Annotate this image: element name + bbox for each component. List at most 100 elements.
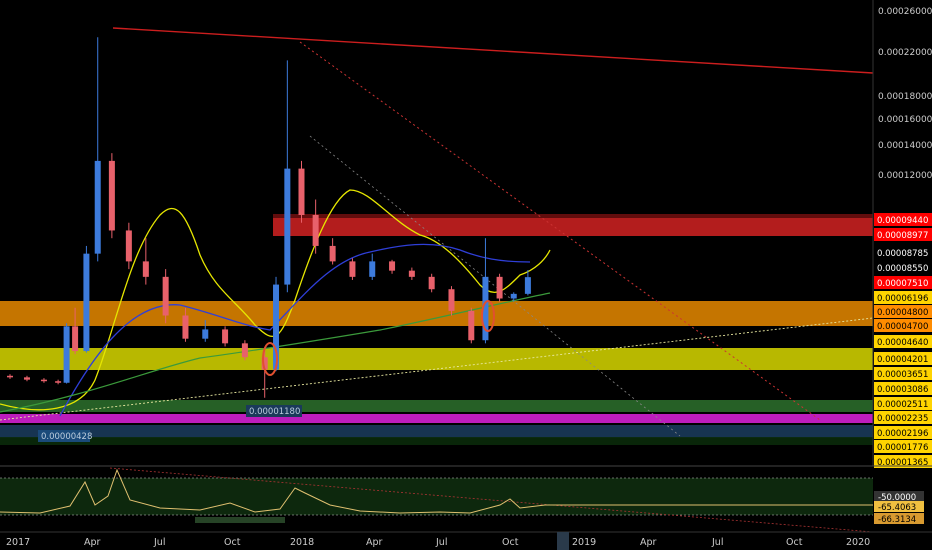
annotation-start: 0.00000428 (41, 432, 92, 442)
annotation-low: 0.00001180 (249, 407, 300, 417)
candle-body (496, 276, 503, 299)
candle-body (7, 375, 13, 378)
price-label-badge (874, 213, 932, 226)
candle-body (284, 168, 291, 285)
candle-body (72, 326, 79, 352)
x-tick-label: Jul (435, 537, 447, 548)
candle-body (23, 377, 30, 380)
oscillator-line (0, 468, 873, 514)
price-label-badge (874, 426, 932, 439)
price-label-badge (874, 440, 932, 453)
price-label: 0.00001776 (877, 443, 928, 453)
candle-body (468, 310, 475, 341)
price-label: 0.00009440 (877, 216, 928, 226)
x-tick-label: 2019 (572, 537, 596, 548)
highlight-ellipse-2 (481, 300, 495, 332)
price-label-badge (874, 411, 932, 424)
highlight-markers (262, 300, 495, 376)
oscillator-bar (195, 517, 285, 523)
x-tick-label: Oct (502, 537, 519, 548)
price-label: 0.00002235 (877, 414, 928, 424)
oscillator-label-badge (874, 501, 924, 512)
zone-dark-green (0, 437, 873, 445)
candle-body (298, 168, 305, 215)
trend-line-top (112, 27, 874, 74)
price-labels: 0.00009440 0.00008977 0.00008785 0.00008550… (874, 213, 932, 468)
candle-body (349, 261, 356, 277)
y-tick-label: 0.00026000 (878, 7, 932, 17)
price-label-badge (874, 335, 932, 348)
price-label: 0.00002511 (877, 400, 928, 410)
annotations: 0.00001180 0.00000428 (38, 405, 302, 442)
candle-body (524, 277, 531, 294)
price-label: 0.00003086 (877, 385, 928, 395)
x-tick-label: 2017 (6, 537, 30, 548)
y-axis: 0.00026000 0.00022000 0.00018000 0.00016… (872, 0, 932, 466)
oscillator-band (0, 478, 873, 515)
candle-body (448, 289, 455, 311)
candle-body (408, 270, 415, 277)
x-tick-label: 2020 (846, 537, 870, 548)
candle-body (108, 160, 115, 231)
x-tick-label: Apr (84, 537, 101, 548)
y-tick-label: 0.00018000 (878, 92, 932, 102)
price-label: 0.00006196 (877, 294, 928, 304)
x-tick-label: 2018 (290, 537, 314, 548)
x-tick-label: Apr (640, 537, 657, 548)
price-label: 0.00001365 (877, 458, 928, 468)
price-label: 0.00007510 (877, 279, 928, 289)
zones (0, 214, 873, 445)
ema-mid-line (59, 243, 531, 417)
price-label-badge (874, 367, 932, 380)
price-label-badge (874, 352, 932, 365)
zone-yellow (0, 348, 873, 370)
candle-body (261, 357, 268, 370)
moving-averages (0, 189, 551, 417)
price-label-badge (874, 261, 932, 274)
candle-body (94, 160, 101, 254)
x-tick-label: Oct (224, 537, 241, 548)
price-label: 0.00004201 (877, 355, 928, 365)
oscillator-pane (0, 467, 874, 533)
zone-green (0, 400, 873, 412)
candle-body (40, 379, 47, 382)
x-tick-label: Oct (786, 537, 803, 548)
oscillator-label: -50.0000 (878, 493, 916, 503)
oscillator-label-badge (874, 513, 924, 524)
price-label: 0.00008785 (877, 249, 928, 259)
price-label-badge (874, 455, 932, 468)
annotation-low-bg (246, 405, 302, 417)
x-tick-label: Apr (366, 537, 383, 548)
candle-body (241, 343, 248, 358)
annotation-start-bg (38, 430, 90, 442)
highlight-ellipse-1 (262, 342, 278, 376)
x-tick-label: Jul (711, 537, 723, 548)
candle-body (222, 329, 229, 344)
x-axis-current-marker (557, 532, 569, 550)
candle-body (510, 293, 517, 299)
y-tick-label: 0.00022000 (878, 48, 932, 58)
price-label-badge (874, 397, 932, 410)
y-tick-label: 0.00014000 (878, 141, 932, 151)
candle-body (142, 261, 149, 277)
zone-orange (0, 301, 873, 326)
price-label: 0.00008977 (877, 231, 928, 241)
price-label: 0.00004700 (877, 322, 928, 332)
price-label-badge (874, 291, 932, 304)
price-label-badge (874, 319, 932, 332)
price-label: 0.00004800 (877, 308, 928, 318)
oscillator-label: -65.4063 (878, 503, 916, 513)
candle-body (312, 215, 319, 246)
candle-body (428, 276, 435, 290)
candles (7, 37, 531, 398)
zone-teal (0, 425, 873, 438)
trend-line-support (0, 317, 874, 421)
trend-line-lower (309, 135, 681, 437)
oscillator-label: -66.3134 (878, 515, 916, 525)
trend-lines (0, 27, 874, 437)
y-tick-label: 0.00016000 (878, 115, 932, 125)
price-label: 0.00003651 (877, 370, 928, 380)
candle-body (482, 276, 489, 341)
